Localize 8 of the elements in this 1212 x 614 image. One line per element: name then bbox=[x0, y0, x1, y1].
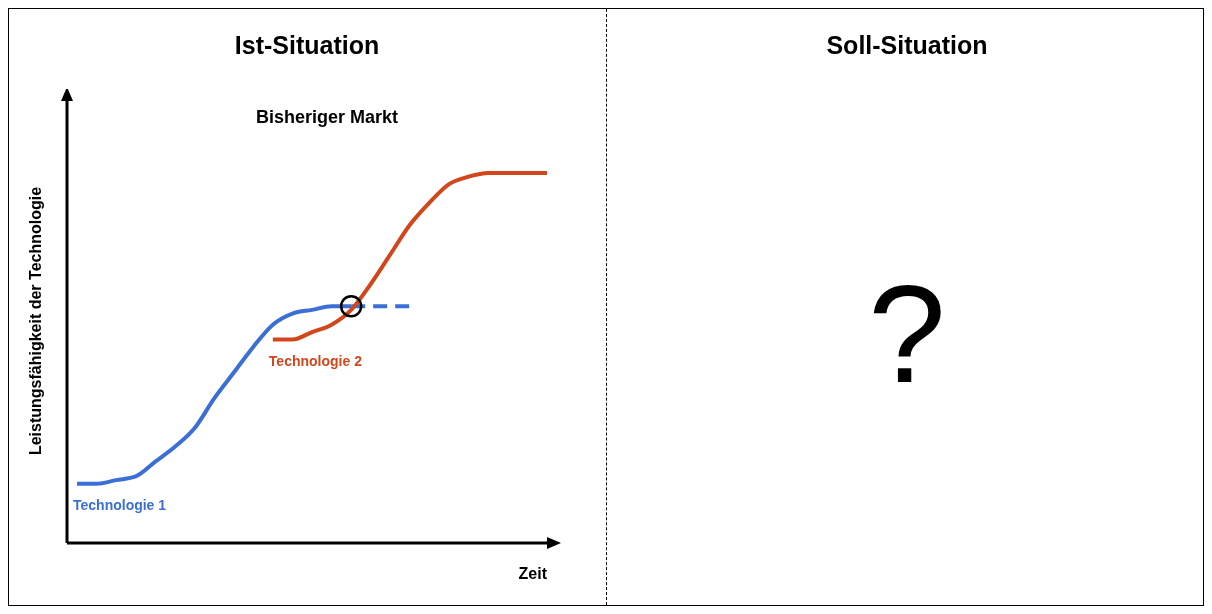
chart-title: Ist-Situation bbox=[233, 31, 381, 60]
y-axis-title: Leistungsfähigkeit der Technologie bbox=[26, 186, 44, 456]
series-label: Technologie 2 bbox=[268, 352, 363, 369]
x-axis-title: Zeit bbox=[518, 565, 548, 582]
text: Soll-Situation bbox=[825, 31, 989, 60]
series-label: Technologie 1 bbox=[73, 496, 167, 513]
chart-subtitle: Bisheriger Markt bbox=[254, 107, 400, 128]
text: ? bbox=[867, 255, 947, 412]
